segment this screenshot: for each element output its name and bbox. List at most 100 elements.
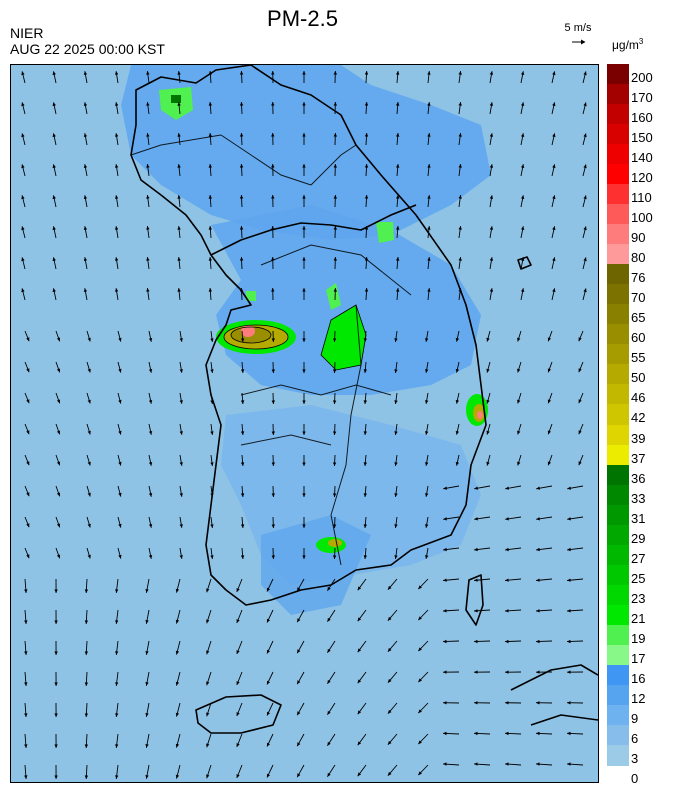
wind-arrow-head bbox=[489, 71, 494, 75]
wind-arrow-head bbox=[83, 102, 88, 106]
wind-arrow-head bbox=[357, 648, 362, 653]
wind-arrow-head bbox=[177, 195, 181, 199]
pm25-map[interactable] bbox=[10, 64, 599, 783]
wind-arrow-head bbox=[547, 461, 551, 466]
wind-arrow-head bbox=[364, 288, 369, 292]
wind-arrow-head bbox=[148, 493, 153, 497]
colorbar-swatch bbox=[607, 144, 629, 165]
wind-arrow-head bbox=[333, 71, 337, 75]
wind-arrow-head bbox=[175, 650, 180, 655]
wind-arrow-head bbox=[327, 648, 331, 653]
wind-arrow-head bbox=[236, 774, 240, 778]
colorbar-label: 80 bbox=[631, 250, 646, 266]
wind-arrow-head bbox=[489, 102, 494, 106]
wind-arrow-head bbox=[179, 524, 183, 528]
wind-arrow-head bbox=[505, 517, 509, 521]
wind-arrow-head bbox=[146, 288, 150, 292]
wind-arrow-head bbox=[474, 639, 478, 644]
wind-arrow-head bbox=[394, 493, 398, 497]
wind-arrow-head bbox=[486, 430, 490, 435]
wind-arrow-head bbox=[455, 430, 459, 435]
wind-arrow-head bbox=[327, 772, 331, 777]
wind-arrow-head bbox=[302, 400, 306, 404]
colorbar-label: 170 bbox=[631, 90, 653, 106]
wind-arrow-head bbox=[177, 288, 181, 292]
wind-arrow-head bbox=[115, 589, 119, 593]
wind-arrow-head bbox=[302, 164, 306, 168]
wind-arrow-head bbox=[387, 709, 392, 714]
wind-arrow-head bbox=[418, 771, 422, 776]
province-border bbox=[330, 304, 362, 566]
wind-arrow-head bbox=[333, 164, 337, 168]
wind-arrow-head bbox=[425, 400, 429, 404]
wind-arrow-head bbox=[521, 71, 525, 75]
wind-arrow-head bbox=[583, 164, 587, 169]
wind-arrow-head bbox=[26, 399, 30, 404]
colorbar-swatch bbox=[607, 284, 629, 305]
wind-arrow-head bbox=[267, 649, 270, 654]
wind-arrow-head bbox=[236, 681, 240, 685]
wind-arrow-head bbox=[364, 71, 369, 75]
wind-arrow-head bbox=[567, 578, 571, 582]
wind-arrow-head bbox=[115, 164, 119, 168]
wind-arrow-head bbox=[536, 578, 540, 582]
wind-arrow-head bbox=[54, 775, 58, 779]
wind-arrow-head bbox=[148, 555, 153, 559]
wind-arrow-head bbox=[363, 524, 367, 528]
wind-arrow-head bbox=[357, 741, 362, 746]
wind-arrow-head bbox=[208, 257, 212, 261]
province-borders bbox=[130, 134, 412, 566]
wind-arrow-head bbox=[56, 461, 61, 466]
colorbar-label: 19 bbox=[631, 630, 646, 646]
wind-arrow-head bbox=[536, 701, 540, 705]
wind-arrow-head bbox=[486, 337, 490, 342]
wind-arrow-head bbox=[21, 288, 25, 293]
wind-arrow-head bbox=[387, 647, 392, 652]
wind-arrow-head bbox=[567, 547, 571, 552]
wind-arrow-head bbox=[536, 517, 540, 521]
wind-arrow-head bbox=[146, 164, 150, 168]
colorbar-swatch bbox=[607, 664, 629, 686]
colorbar-label: 65 bbox=[631, 310, 646, 326]
wind-arrow-head bbox=[240, 369, 245, 373]
wind-arrow-head bbox=[396, 226, 400, 230]
wind-arrow-head bbox=[177, 133, 181, 137]
wind-arrow-head bbox=[357, 679, 362, 684]
wind-arrow-head bbox=[56, 337, 61, 342]
wind-arrow-head bbox=[236, 743, 240, 747]
wind-arrow-head bbox=[357, 772, 362, 777]
colorbar-label: 100 bbox=[631, 210, 653, 226]
wind-arrow-head bbox=[474, 578, 478, 582]
colorbar bbox=[607, 64, 629, 766]
wind-arrow-head bbox=[146, 102, 150, 106]
wind-arrow-head bbox=[26, 523, 30, 528]
wind-arrow-head bbox=[118, 337, 122, 342]
wind-arrow-head bbox=[583, 133, 587, 138]
wind-arrow-head bbox=[418, 616, 422, 621]
wind-arrow-head bbox=[175, 588, 180, 593]
colorbar-swatch bbox=[607, 704, 629, 726]
wind-arrow-head bbox=[567, 639, 571, 644]
wind-arrow-head bbox=[455, 337, 459, 342]
unit-exponent: 3 bbox=[638, 37, 644, 46]
wind-arrow-head bbox=[210, 431, 214, 435]
province-border bbox=[240, 384, 392, 396]
wind-arrow-head bbox=[87, 368, 91, 373]
wind-arrow-head bbox=[145, 589, 149, 593]
wind-arrow-head bbox=[239, 133, 244, 137]
wind-arrow-head bbox=[239, 195, 244, 199]
wind-arrow-head bbox=[297, 742, 301, 747]
wind-arrow-head bbox=[115, 133, 119, 137]
colorbar-swatch bbox=[607, 124, 629, 145]
wind-arrow-head bbox=[271, 555, 275, 559]
colorbar-swatch bbox=[607, 644, 629, 666]
wind-arrow-head bbox=[364, 257, 369, 261]
wind-arrow-head bbox=[517, 430, 521, 435]
wind-arrow-head bbox=[240, 400, 245, 404]
wind-arrow-head bbox=[396, 195, 400, 199]
wind-arrow-head bbox=[443, 547, 447, 552]
wind-arrow-head bbox=[177, 164, 181, 168]
wind-arrow-head bbox=[52, 133, 56, 138]
wind-arrow-head bbox=[486, 368, 490, 373]
wind-arrow-head bbox=[175, 712, 180, 717]
